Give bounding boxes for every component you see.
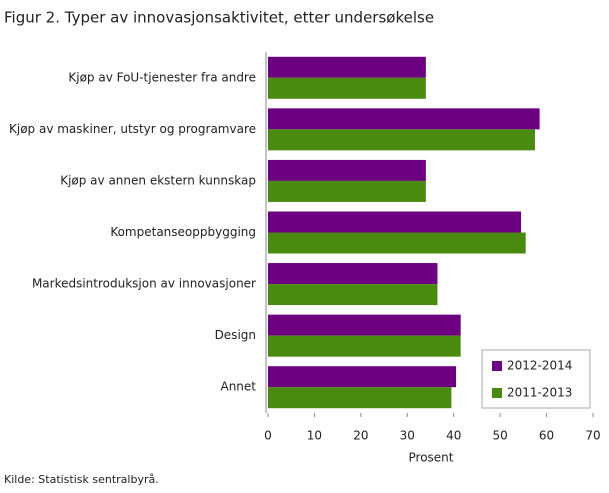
legend-swatch [492,388,502,398]
chart-title: Figur 2. Typer av innovasjonsaktivitet, … [4,9,434,27]
y-tick-label: Annet [220,380,256,394]
legend-swatch [492,361,502,371]
legend-label: 2012-2014 [507,359,572,373]
y-tick-label: Kjøp av FoU-tjenester fra andre [68,70,256,84]
x-tick-label: 50 [493,429,508,443]
x-tick-label: 60 [539,429,554,443]
x-tick-label: 70 [585,429,600,443]
y-tick-label: Design [215,328,256,342]
legend-box [481,349,591,409]
legend-label: 2011-2013 [507,386,572,400]
bar [268,159,426,181]
y-tick-label: Kjøp av maskiner, utstyr og programvare [9,122,256,136]
x-tick-label: 20 [353,429,368,443]
bar [268,314,461,336]
x-axis-label: Prosent [409,451,454,465]
bar [268,263,438,285]
x-tick-label: 30 [400,429,415,443]
x-tick-label: 40 [446,429,461,443]
bar [268,335,461,357]
source: Kilde: Statistisk sentralbyrå. [4,473,159,486]
bar [268,387,452,409]
y-tick-label: Kjøp av annen ekstern kunnskap [60,173,256,187]
bar [268,108,540,130]
y-tick-label: Markedsintroduksjon av innovasjoner [32,277,256,291]
bar [268,284,438,306]
bar [268,232,526,254]
x-tick-label: 10 [307,429,322,443]
bar [268,77,426,99]
bar [268,211,522,233]
bar [268,56,426,78]
bar [268,366,457,388]
bar [268,129,535,151]
y-tick-label: Kompetanseoppbygging [110,225,256,239]
bar [268,180,426,202]
x-tick-label: 0 [264,429,272,443]
